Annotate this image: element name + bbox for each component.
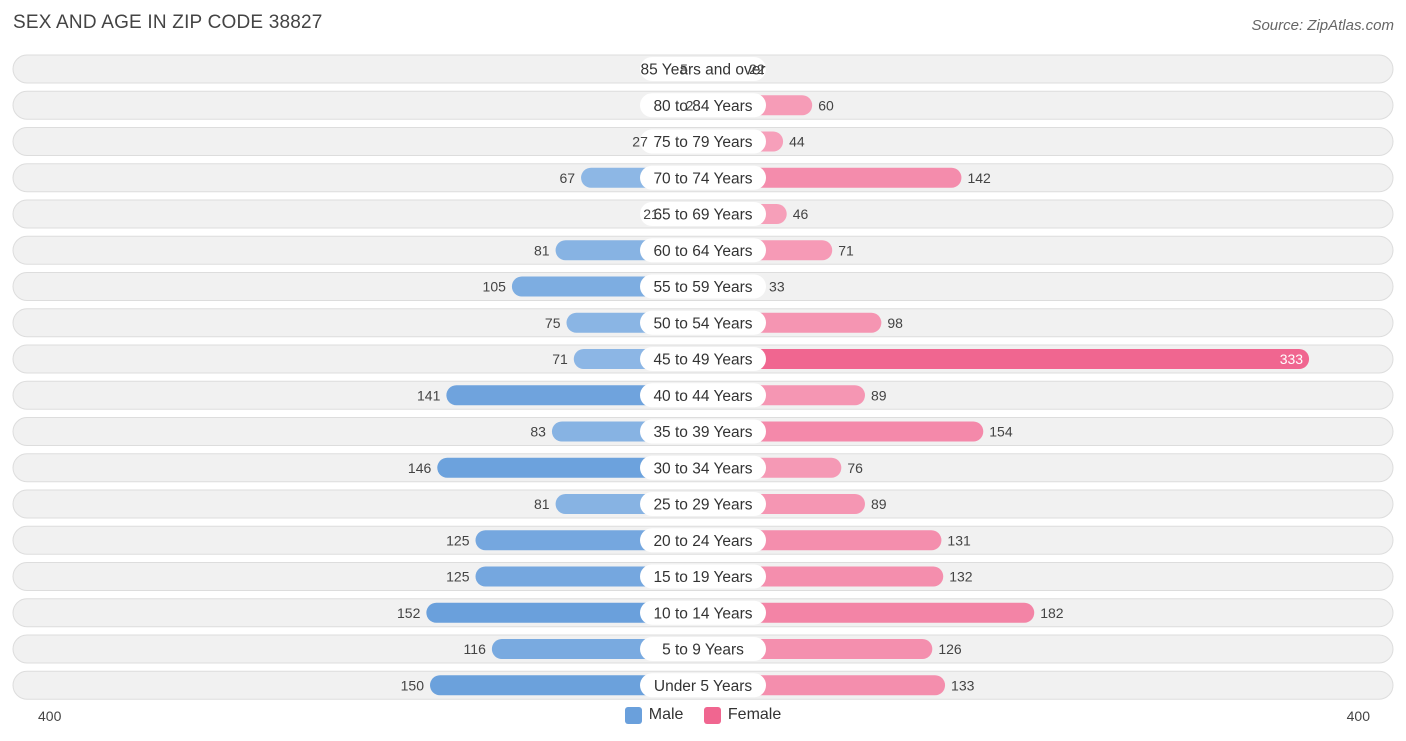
category-label-pill [640,165,766,190]
category-label-pill [640,93,766,118]
male-value-label: 81 [534,242,550,258]
legend-label-male: Male [648,706,684,723]
category-label: 5 to 9 Years [662,642,744,659]
category-label: 35 to 39 Years [653,424,752,441]
category-label-pill [640,274,766,299]
female-bar [691,602,1035,623]
male-value-label: 150 [401,677,425,693]
legend-item-female[interactable]: Female [703,706,782,724]
female-value-label: 22 [749,61,765,77]
male-value-label: 146 [408,460,432,476]
category-label: 50 to 54 Years [653,315,752,332]
male-value-label: 125 [446,532,470,548]
category-label-pill [640,528,766,553]
female-value-label: 44 [789,134,805,150]
category-label: 40 to 44 Years [653,388,752,405]
legend-label-female: Female [727,706,782,723]
category-label-pill [640,492,766,516]
category-label: 15 to 19 Years [653,569,752,586]
category-label-pill [640,637,766,661]
axis-right-label: 400 [1346,708,1370,724]
category-label: 75 to 79 Years [653,134,752,151]
category-label-pill [640,383,766,408]
male-value-label: 116 [464,641,487,657]
female-bar [691,349,1310,369]
male-value-label: 2 [686,97,694,113]
male-value-label: 152 [397,605,421,621]
legend-swatch-female [703,706,721,724]
male-value-label: 21 [643,206,659,222]
male-value-label: 27 [632,134,648,150]
female-value-label: 182 [1040,605,1064,621]
category-label-pill [640,419,766,444]
legend-swatch-male [624,706,642,724]
category-label-pill [640,600,766,625]
female-value-label: 71 [838,242,854,258]
male-value-label: 105 [483,279,507,295]
category-label-pill [640,57,766,81]
female-value-label: 333 [1280,351,1304,367]
category-label: 70 to 74 Years [653,170,752,187]
category-label: 85 Years and over [641,62,766,79]
female-value-label: 46 [793,206,809,222]
category-label-pill [640,310,766,335]
category-label: 65 to 69 Years [653,207,752,224]
chart-title: SEX AND AGE IN ZIP CODE 38827 [13,12,323,33]
category-label-pill [640,202,766,226]
female-value-label: 89 [871,496,887,512]
female-value-label: 142 [967,170,991,186]
male-value-label: 71 [552,351,568,367]
category-label: 10 to 14 Years [653,605,752,622]
category-label-pill [640,455,766,480]
category-label: 80 to 84 Years [653,98,752,115]
male-value-label: 75 [545,315,561,331]
female-value-label: 154 [989,424,1013,440]
category-label-pill [640,564,766,589]
category-label: 30 to 34 Years [653,460,752,477]
category-label-pill [640,238,766,263]
female-value-label: 33 [769,279,785,295]
female-value-label: 132 [949,569,973,585]
category-label-pill [640,673,766,698]
female-value-label: 76 [847,460,863,476]
female-value-label: 89 [871,387,887,403]
male-value-label: 125 [446,569,470,585]
category-label: 60 to 64 Years [653,243,752,260]
female-value-label: 133 [951,677,975,693]
axis-left-label: 400 [38,708,62,724]
category-label: 25 to 29 Years [653,497,752,514]
category-label: 20 to 24 Years [653,533,752,550]
category-label-pill [640,347,766,371]
male-value-label: 5 [680,61,688,77]
female-value-label: 60 [818,97,834,113]
category-label-pill [640,129,766,154]
category-label: Under 5 Years [654,678,752,695]
legend-item-male[interactable]: Male [624,706,684,724]
legend: Male Female [0,706,1406,729]
category-label: 55 to 59 Years [653,279,752,296]
category-label: 45 to 49 Years [653,352,752,369]
male-value-label: 67 [559,170,575,186]
female-value-label: 131 [947,532,971,548]
male-value-label: 81 [534,496,550,512]
male-value-label: 83 [530,424,546,440]
source-label: Source: ZipAtlas.com [1251,17,1394,34]
female-value-label: 126 [938,641,962,657]
female-value-label: 98 [887,315,903,331]
male-value-label: 141 [417,387,441,403]
